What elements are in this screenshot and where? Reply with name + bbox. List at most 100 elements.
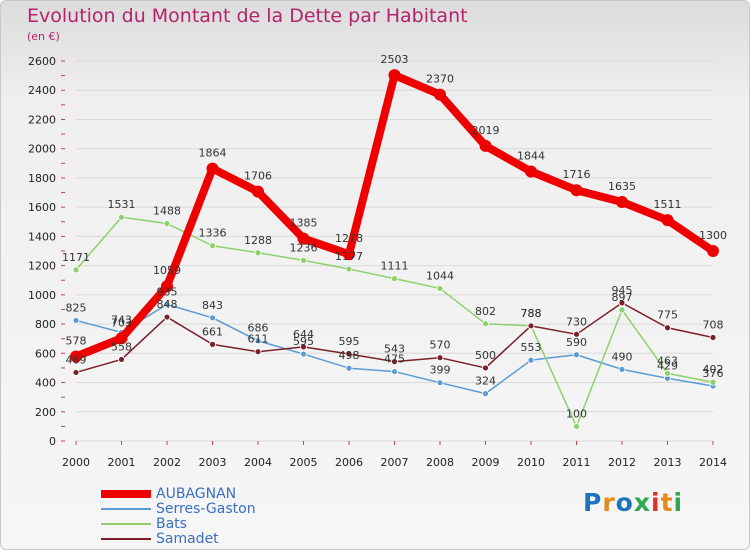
data-point xyxy=(661,214,674,227)
data-label: 1236 xyxy=(290,241,318,254)
y-tick-label: 2600 xyxy=(28,55,56,68)
data-label: 1706 xyxy=(244,170,272,183)
data-point xyxy=(206,162,219,175)
data-label: 1300 xyxy=(699,229,727,242)
data-point xyxy=(482,320,489,328)
legend-swatch xyxy=(101,523,151,525)
x-tick-label: 2003 xyxy=(199,456,227,469)
data-point xyxy=(573,351,580,359)
data-point xyxy=(391,275,398,283)
data-label: 578 xyxy=(66,335,87,348)
data-label: 1635 xyxy=(608,180,636,193)
x-tick-label: 2010 xyxy=(517,456,545,469)
data-point xyxy=(664,369,671,377)
data-point xyxy=(527,356,535,364)
data-label: 1488 xyxy=(153,205,181,218)
legend-item: Serres-Gaston xyxy=(101,501,361,517)
data-point xyxy=(163,220,171,227)
x-tick-label: 2002 xyxy=(153,456,181,469)
data-label: 463 xyxy=(657,354,678,367)
data-label: 402 xyxy=(703,363,724,376)
y-tick-label: 800 xyxy=(35,318,56,331)
data-point xyxy=(72,317,80,324)
data-label: 429 xyxy=(657,359,678,372)
data-label: 100 xyxy=(566,407,587,420)
y-tick-label: 1400 xyxy=(28,230,56,243)
data-label: 1288 xyxy=(244,234,272,247)
y-tick-label: 400 xyxy=(35,377,56,390)
data-label: 1531 xyxy=(108,198,136,211)
legend-label: Samadet xyxy=(156,531,219,547)
data-point xyxy=(343,248,355,261)
data-label: 558 xyxy=(111,340,132,353)
data-point xyxy=(297,232,310,245)
data-point xyxy=(72,266,80,274)
data-label: 595 xyxy=(293,335,314,348)
chart-subtitle: (en €) xyxy=(27,30,60,43)
data-point xyxy=(618,299,626,307)
data-point xyxy=(525,165,537,178)
data-point xyxy=(436,354,444,362)
data-point xyxy=(664,324,671,332)
y-tick-label: 2000 xyxy=(28,143,56,156)
data-point xyxy=(163,300,171,308)
data-label: 1059 xyxy=(153,264,181,277)
data-label: 1864 xyxy=(199,147,227,160)
x-tick-label: 2011 xyxy=(563,456,591,469)
data-label: 469 xyxy=(66,353,87,366)
y-tick-label: 1800 xyxy=(28,172,56,185)
data-point xyxy=(618,306,626,314)
data-label: 324 xyxy=(475,375,496,388)
data-label: 2370 xyxy=(426,73,454,86)
data-point xyxy=(345,265,353,273)
legend-swatch xyxy=(101,508,151,510)
data-point xyxy=(391,368,398,375)
data-label: 1171 xyxy=(62,251,90,264)
data-label: 595 xyxy=(339,335,360,348)
data-point xyxy=(482,390,489,398)
x-tick-label: 2008 xyxy=(426,456,454,469)
data-point xyxy=(436,379,444,387)
y-tick-label: 2200 xyxy=(28,113,56,126)
data-point xyxy=(345,364,353,372)
data-label: 1336 xyxy=(199,227,227,240)
data-label: 543 xyxy=(384,343,405,356)
data-label: 802 xyxy=(475,305,496,318)
legend-swatch xyxy=(101,490,151,498)
data-label: 848 xyxy=(157,298,178,311)
data-point xyxy=(254,249,262,257)
data-label: 686 xyxy=(248,322,269,335)
data-point xyxy=(163,313,171,321)
data-label: 500 xyxy=(475,349,496,362)
data-label: 2019 xyxy=(472,124,500,137)
data-point xyxy=(118,356,125,363)
data-label: 788 xyxy=(521,307,542,320)
data-label: 897 xyxy=(612,291,633,304)
data-label: 1844 xyxy=(517,149,545,162)
chart-title: Evolution du Montant de la Dette par Hab… xyxy=(27,5,468,27)
data-point xyxy=(300,343,307,351)
data-label: 498 xyxy=(339,349,360,362)
data-label: 611 xyxy=(248,333,269,346)
data-label: 399 xyxy=(430,364,451,377)
data-point xyxy=(115,332,128,345)
data-label: 1177 xyxy=(335,250,363,263)
data-point xyxy=(482,364,489,372)
data-label: 570 xyxy=(430,339,451,352)
data-point xyxy=(209,314,216,322)
series-line-bats xyxy=(75,216,714,428)
data-point xyxy=(479,139,492,152)
data-point xyxy=(209,242,216,250)
y-tick-label: 1600 xyxy=(28,201,56,214)
legend-label: Bats xyxy=(156,516,187,532)
data-point xyxy=(616,196,628,209)
data-label: 788 xyxy=(521,307,542,320)
x-tick-label: 2001 xyxy=(108,456,136,469)
x-tick-label: 2000 xyxy=(62,456,90,469)
data-point xyxy=(527,322,535,330)
data-point xyxy=(209,340,216,348)
proxiti-logo: Proxiti xyxy=(583,488,684,517)
data-label: 2503 xyxy=(381,53,409,66)
